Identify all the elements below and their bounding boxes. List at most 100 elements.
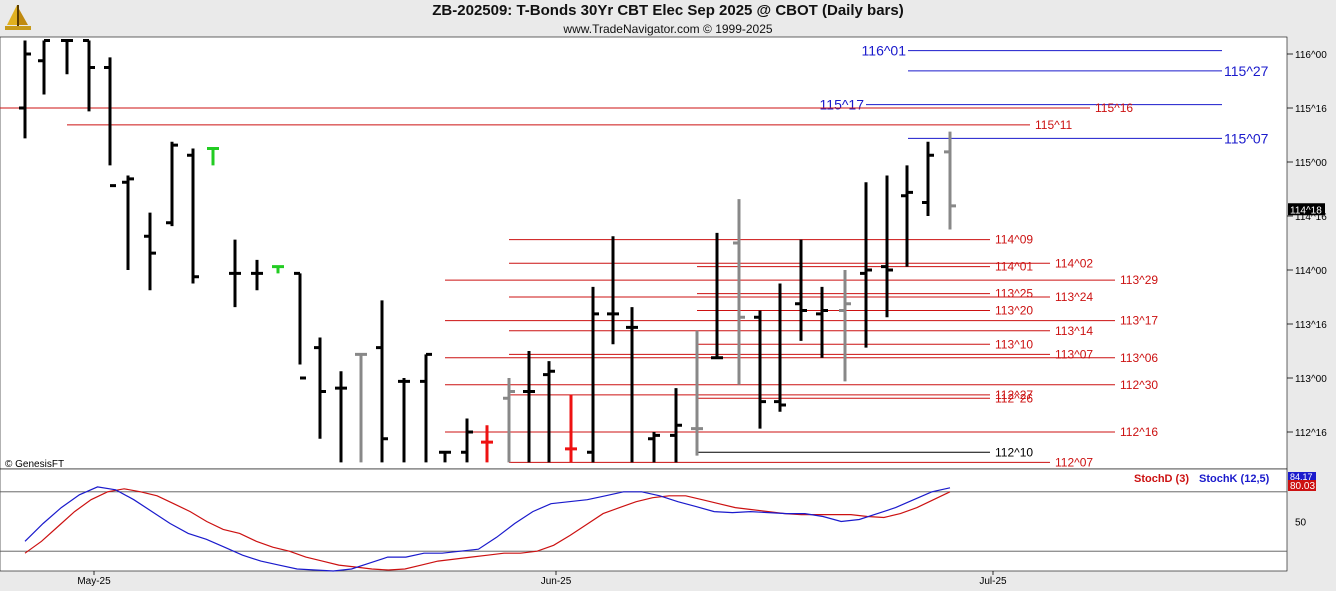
price-axis: 116^00 115^16 115^00 114^16 114^00 113^16 113^…	[1287, 50, 1327, 439]
price-tick-label: 113^16	[1295, 320, 1327, 331]
price-bar	[607, 236, 619, 345]
last-price-label: 114^18	[1290, 205, 1322, 216]
price-bar	[711, 232, 723, 360]
stoch-d-readout: 80.03	[1290, 481, 1315, 492]
level-label: 112^27	[995, 388, 1033, 402]
level-label: 115^27	[1224, 63, 1269, 79]
level-label: 112^16	[1120, 425, 1158, 439]
stoch-k-legend: StochK (12,5)	[1199, 473, 1270, 485]
price-bar	[335, 371, 347, 463]
price-bar	[187, 148, 199, 284]
price-bar	[83, 39, 95, 112]
level-label: 113^10	[995, 337, 1033, 351]
level-label: 113^07	[1055, 347, 1093, 361]
level-label: 112^07	[1055, 455, 1093, 469]
level-label: 113^29	[1120, 273, 1158, 287]
price-bar	[648, 432, 660, 463]
price-bar	[626, 307, 638, 463]
price-bar	[733, 199, 745, 385]
price-tick-label: 114^00	[1295, 266, 1327, 277]
level-lines: 116^01 115^27 115^17 115^16 115^11 115^07 114^…	[0, 43, 1269, 469]
price-bar	[207, 147, 219, 166]
price-tick-label: 113^00	[1295, 374, 1327, 385]
price-bar	[439, 450, 451, 463]
price-tick-label: 112^16	[1295, 428, 1327, 439]
level-label: 113^24	[1055, 290, 1093, 304]
last-price-flag	[1288, 203, 1325, 216]
price-bar	[104, 57, 116, 188]
price-bar	[376, 300, 388, 463]
level-label: 112^26	[995, 391, 1033, 405]
price-bar	[543, 361, 555, 463]
price-bar	[229, 239, 241, 308]
level-label: 116^01	[862, 43, 907, 59]
stoch-k-readout-flag	[1288, 472, 1316, 481]
level-label: 112^10	[995, 445, 1033, 459]
price-pane	[0, 36, 1288, 470]
price-bar	[922, 141, 934, 216]
price-bars	[19, 39, 956, 463]
stoch-d-line	[24, 488, 951, 571]
price-bar	[816, 286, 828, 358]
price-bar	[881, 175, 893, 318]
chart-title: ZB-202509: T-Bonds 30Yr CBT Elec Sep 202…	[432, 2, 904, 19]
price-bar	[901, 165, 913, 267]
level-label: 113^25	[995, 287, 1033, 301]
price-bar	[944, 131, 956, 230]
price-tick-label: 115^00	[1295, 158, 1327, 169]
price-bar	[670, 388, 682, 463]
price-bar	[860, 182, 872, 348]
price-tick-label: 114^16	[1295, 212, 1327, 223]
stoch-d-legend: StochD (3)	[1134, 473, 1189, 485]
price-bar	[587, 286, 599, 463]
price-bar	[754, 310, 766, 429]
price-bar	[144, 212, 156, 291]
stochastic-pane	[0, 468, 1288, 572]
stoch-k-readout: 84.17	[1290, 472, 1313, 482]
level-label: 114^01	[995, 260, 1033, 274]
sailboat-logo-icon	[4, 3, 32, 38]
price-bar	[565, 394, 577, 463]
price-bar	[314, 337, 326, 439]
chart-subtitle: www.TradeNavigator.com © 1999-2025	[563, 22, 773, 36]
level-label: 114^09	[995, 233, 1033, 247]
price-bar	[481, 425, 493, 463]
price-bar	[691, 330, 703, 456]
level-label: 115^16	[1095, 101, 1133, 115]
price-bar	[503, 378, 515, 463]
price-bar	[523, 351, 535, 463]
price-bar	[398, 378, 410, 463]
price-bar	[251, 259, 263, 291]
price-bar	[461, 418, 473, 463]
price-bar	[774, 283, 786, 412]
price-bar	[61, 39, 73, 75]
price-bar	[839, 270, 851, 382]
price-bar	[420, 352, 432, 463]
price-bar	[294, 271, 306, 380]
level-label: 112^30	[1120, 378, 1158, 392]
time-tick-label: Jul-25	[979, 576, 1007, 587]
stoch-k-line	[24, 486, 951, 572]
price-bar	[122, 175, 134, 270]
level-label: 115^07	[1224, 130, 1269, 146]
level-label: 113^20	[995, 304, 1033, 318]
time-axis: May-25 Jun-25 Jul-25	[77, 571, 1007, 587]
price-bar	[795, 239, 807, 341]
watermark-label: © GenesisFT	[5, 459, 64, 470]
price-bar	[19, 40, 31, 139]
stoch-tick-label: 50	[1295, 518, 1307, 529]
price-bar	[272, 265, 284, 274]
level-label: 113^17	[1120, 314, 1158, 328]
level-label: 115^11	[1035, 118, 1073, 132]
level-label: 113^06	[1120, 351, 1158, 365]
price-bar	[355, 352, 367, 463]
price-tick-label: 116^00	[1295, 50, 1327, 61]
price-bar	[38, 39, 50, 95]
level-label: 115^17	[820, 97, 865, 113]
price-tick-label: 115^16	[1295, 104, 1327, 115]
level-label: 113^14	[1055, 324, 1093, 338]
level-label: 114^02	[1055, 256, 1093, 270]
